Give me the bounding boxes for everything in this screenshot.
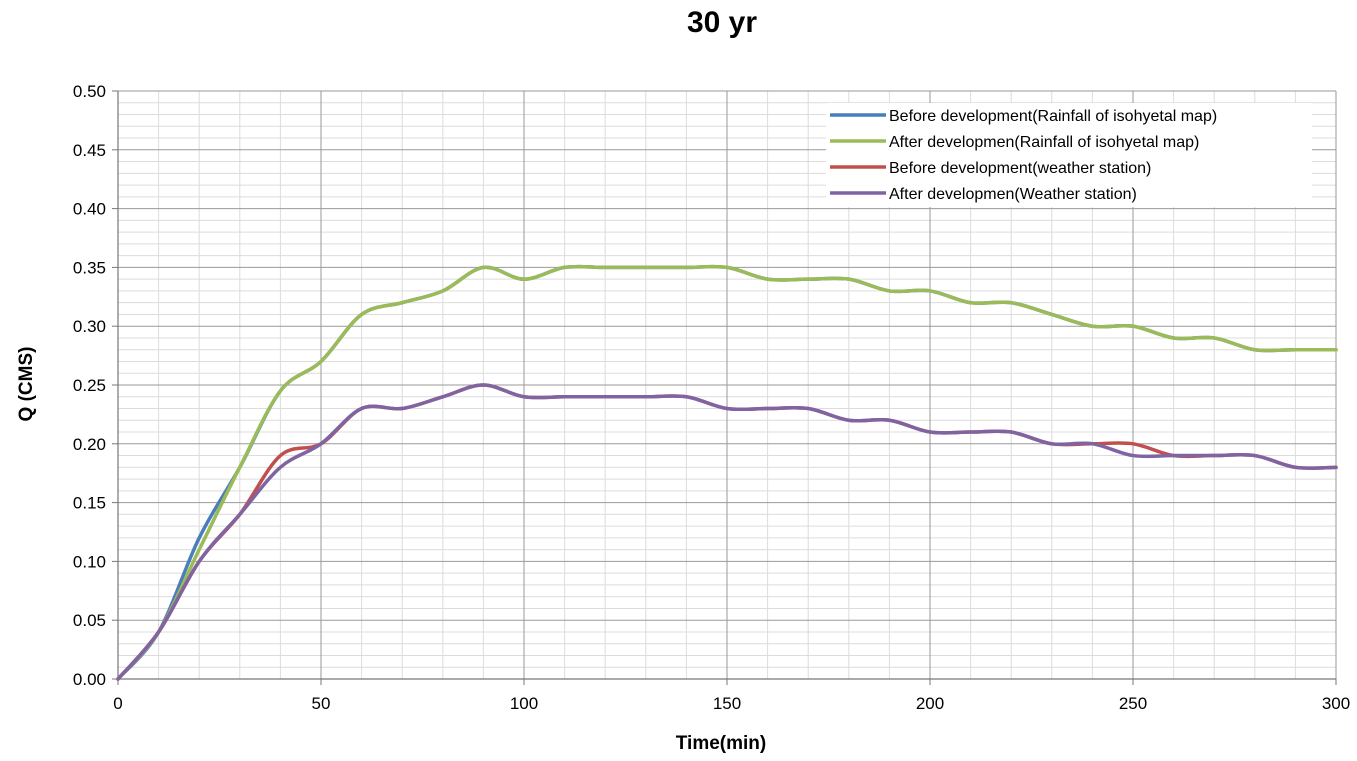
x-tick-label: 200 — [916, 694, 944, 713]
x-tick-label: 250 — [1119, 694, 1147, 713]
x-tick-label: 150 — [713, 694, 741, 713]
y-tick-label: 0.50 — [73, 82, 106, 101]
legend-entry: After developmen(Weather station) — [889, 186, 1137, 203]
y-tick-label: 0.45 — [73, 141, 106, 160]
x-tick-label: 0 — [113, 694, 122, 713]
chart-title: 30 yr — [687, 6, 757, 39]
y-tick-labels: 0.00 0.05 0.10 0.15 0.20 0.25 0.30 0.35 0.40 0.45… — [73, 82, 106, 689]
y-tick-label: 0.10 — [73, 552, 106, 571]
y-tick-label: 0.05 — [73, 611, 106, 630]
series-line-2 — [116, 264, 1338, 681]
legend-box — [826, 103, 1312, 207]
y-tick-label: 0.00 — [73, 670, 106, 689]
legend-entry: Before development(weather station) — [889, 160, 1151, 177]
x-axis-label: Time(min) — [676, 733, 766, 754]
y-tick-label: 0.35 — [73, 258, 106, 277]
x-tick-label: 50 — [312, 694, 331, 713]
legend-entry: Before development(Rainfall of isohyetal… — [889, 108, 1217, 125]
y-tick-label: 0.40 — [73, 200, 106, 219]
y-tick-label: 0.20 — [73, 435, 106, 454]
y-tick-label: 0.30 — [73, 317, 106, 336]
y-axis-label: Q (CMS) — [16, 347, 37, 422]
y-tick-label: 0.15 — [73, 494, 106, 513]
legend-entry: After developmen(Rainfall of isohyetal m… — [889, 134, 1199, 151]
axes — [112, 90, 1337, 685]
x-tick-labels: 0 50 100 150 200 250 300 — [113, 694, 1350, 713]
series-line-4 — [116, 383, 1338, 681]
legend: Before development(Rainfall of isohyetal… — [826, 103, 1312, 207]
series-lines — [116, 264, 1338, 681]
y-tick-label: 0.25 — [73, 376, 106, 395]
x-tick-label: 100 — [510, 694, 538, 713]
x-tick-label: 300 — [1322, 694, 1350, 713]
